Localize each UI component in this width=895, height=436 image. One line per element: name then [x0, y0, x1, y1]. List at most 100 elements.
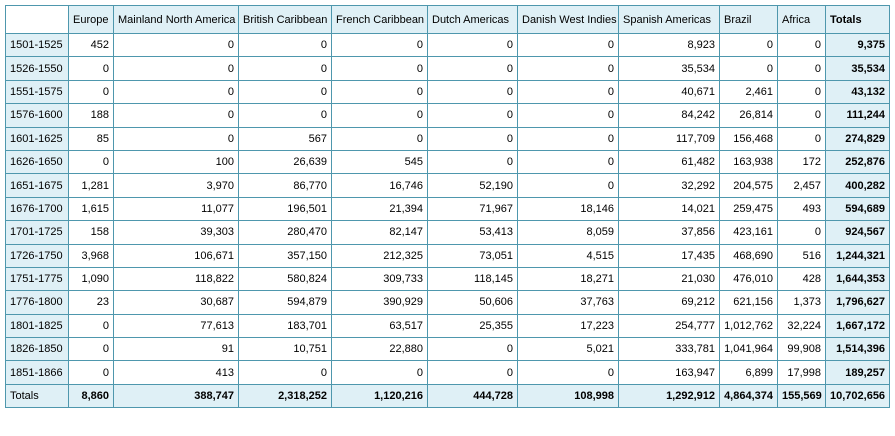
- table-cell: 99,908: [777, 337, 826, 362]
- table-cell: 280,470: [238, 220, 332, 245]
- table-cell: 25,355: [427, 313, 518, 339]
- table-cell: 0: [238, 360, 332, 385]
- table-cell: 0: [427, 126, 518, 151]
- table-cell: 0: [331, 126, 428, 151]
- table-cell: 388,747: [113, 383, 239, 409]
- table-cell: 183,701: [238, 313, 332, 339]
- table-cell: 309,733: [331, 266, 428, 292]
- row-header: 1601-1625: [5, 126, 69, 151]
- table-cell: 204,575: [719, 173, 778, 198]
- table-cell: 413: [113, 360, 239, 385]
- table-cell: 516: [777, 243, 826, 268]
- table-cell: 0: [777, 220, 826, 245]
- table-row: Totals 8,860 388,747 2,318,252 1,120,216 444,…: [5, 383, 890, 409]
- table-cell: 39,303: [113, 220, 239, 245]
- table-cell: 163,938: [719, 149, 778, 175]
- table-cell: 0: [517, 79, 619, 105]
- table-cell: 108,998: [517, 383, 619, 409]
- column-header: Totals: [825, 5, 890, 34]
- table-cell: 0: [68, 149, 114, 175]
- column-header: British Caribbean: [238, 5, 332, 34]
- table-cell: 14,021: [618, 196, 720, 222]
- table-cell: 6,899: [719, 360, 778, 385]
- table-cell: 32,224: [777, 313, 826, 339]
- table-cell: 188: [68, 103, 114, 128]
- row-header: 1801-1825: [5, 313, 69, 339]
- table-row: 1726-1750 3,968 106,671 357,150 212,325 73,05…: [5, 243, 890, 268]
- table-row: 1751-1775 1,090 118,822 580,824 309,733 118,1…: [5, 266, 890, 292]
- table-cell: 85: [68, 126, 114, 151]
- table-cell: 1,090: [68, 266, 114, 292]
- table-cell: 0: [427, 360, 518, 385]
- table-cell: 4,864,374: [719, 383, 778, 409]
- table-row: 1851-1866 0 413 0 0 0 0 163,947 6,899 17,998 189,2…: [5, 360, 890, 385]
- column-header: Spanish Americas: [618, 5, 720, 34]
- table-cell: 0: [517, 360, 619, 385]
- table-cell: 117,709: [618, 126, 720, 151]
- table-cell: 17,435: [618, 243, 720, 268]
- table-cell: 580,824: [238, 266, 332, 292]
- table-cell: 17,223: [517, 313, 619, 339]
- table-cell: 196,501: [238, 196, 332, 222]
- row-header: 1551-1575: [5, 79, 69, 105]
- table-cell: 0: [517, 103, 619, 128]
- table-cell: 0: [427, 32, 518, 58]
- table-cell: 50,606: [427, 290, 518, 315]
- table-row: 1576-1600 188 0 0 0 0 0 84,242 26,814 0 111,244: [5, 103, 890, 128]
- table-cell: 274,829: [825, 126, 890, 151]
- table-cell: 118,822: [113, 266, 239, 292]
- table-cell: 21,030: [618, 266, 720, 292]
- table-row: 1651-1675 1,281 3,970 86,770 16,746 52,190 0 32…: [5, 173, 890, 198]
- table-cell: 594,689: [825, 196, 890, 222]
- table-cell: 452: [68, 32, 114, 58]
- table-cell: 8,059: [517, 220, 619, 245]
- table-cell: 8,860: [68, 383, 114, 409]
- table-cell: 493: [777, 196, 826, 222]
- table-cell: 0: [517, 126, 619, 151]
- row-header: 1626-1650: [5, 149, 69, 175]
- column-header: French Caribbean: [331, 5, 428, 34]
- table-cell: 0: [113, 56, 239, 81]
- table-cell: 2,318,252: [238, 383, 332, 409]
- table-cell: 37,856: [618, 220, 720, 245]
- table-cell: 0: [427, 337, 518, 362]
- table-cell: 21,394: [331, 196, 428, 222]
- table-cell: 84,242: [618, 103, 720, 128]
- table-cell: 5,021: [517, 337, 619, 362]
- table-cell: 444,728: [427, 383, 518, 409]
- table-cell: 594,879: [238, 290, 332, 315]
- table-cell: 35,534: [618, 56, 720, 81]
- table-cell: 37,763: [517, 290, 619, 315]
- table-cell: 1,373: [777, 290, 826, 315]
- table-row: 1551-1575 0 0 0 0 0 0 40,671 2,461 0 43,132: [5, 79, 890, 105]
- table-cell: 0: [517, 173, 619, 198]
- table-cell: 0: [427, 56, 518, 81]
- table-cell: 3,970: [113, 173, 239, 198]
- table-cell: 0: [777, 56, 826, 81]
- table-cell: 0: [777, 32, 826, 58]
- table-cell: 2,461: [719, 79, 778, 105]
- table-cell: 43,132: [825, 79, 890, 105]
- table-cell: 0: [517, 32, 619, 58]
- table-cell: 16,746: [331, 173, 428, 198]
- table-cell: 1,796,627: [825, 290, 890, 315]
- table-cell: 163,947: [618, 360, 720, 385]
- table-cell: 1,120,216: [331, 383, 428, 409]
- table-cell: 428: [777, 266, 826, 292]
- table-cell: 1,615: [68, 196, 114, 222]
- table-cell: 0: [331, 56, 428, 81]
- table-cell: 0: [113, 126, 239, 151]
- table-cell: 0: [113, 79, 239, 105]
- table-row: 1701-1725 158 39,303 280,470 82,147 53,413 8,0…: [5, 220, 890, 245]
- table-cell: 0: [427, 103, 518, 128]
- table-cell: 621,156: [719, 290, 778, 315]
- column-header: Mainland North America: [113, 5, 239, 34]
- table-cell: 17,998: [777, 360, 826, 385]
- table-cell: 156,468: [719, 126, 778, 151]
- table-cell: 2,457: [777, 173, 826, 198]
- table-cell: 91: [113, 337, 239, 362]
- table-cell: 212,325: [331, 243, 428, 268]
- table-cell: 1,244,321: [825, 243, 890, 268]
- table-cell: 172: [777, 149, 826, 175]
- table-cell: 0: [777, 79, 826, 105]
